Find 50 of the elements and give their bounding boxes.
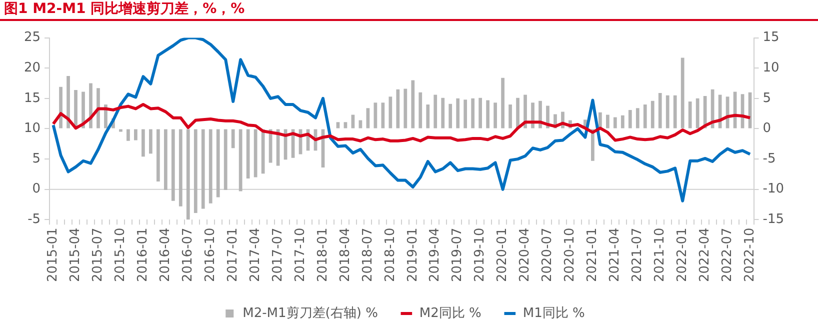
x-tick-label: 2018-01 <box>315 228 330 282</box>
x-tick-label: 2017-10 <box>292 228 308 282</box>
x-tick-label: 2019-01 <box>405 228 420 282</box>
x-tick-label: 2021-04 <box>608 228 623 282</box>
x-tick-label: 2020-04 <box>518 228 533 282</box>
x-tick-label: 2018-10 <box>382 228 398 282</box>
y2-tick-label: 15 <box>762 30 780 46</box>
legend-label: M2-M1剪刀差(右轴) % <box>242 306 378 321</box>
y-tick-label: 10 <box>24 121 41 136</box>
y2-tick-label: 5 <box>762 90 772 106</box>
x-tick-label: 2016-01 <box>136 228 151 282</box>
y-tick-label: 25 <box>24 30 41 46</box>
x-tick-label: 2022-10 <box>742 228 758 282</box>
x-tick-label: 2021-01 <box>585 228 600 282</box>
x-tick-label: 2022-04 <box>697 228 712 282</box>
y2-tick-label: -5 <box>762 151 776 166</box>
x-tick-label: 2015-07 <box>90 228 106 282</box>
x-tick-label: 2018-07 <box>360 228 376 282</box>
x-tick-label: 2015-04 <box>68 228 84 282</box>
y-tick-label: 15 <box>24 90 41 106</box>
y2-tick-label: 0 <box>762 121 772 136</box>
x-tick-label: 2015-01 <box>46 228 61 282</box>
y-tick-label: 20 <box>24 60 41 76</box>
y-tick-label: -5 <box>28 212 41 228</box>
x-tick-label: 2018-04 <box>338 228 353 282</box>
x-tick-label: 2020-07 <box>540 228 556 282</box>
x-tick-label: 2019-10 <box>472 228 488 282</box>
x-tick-label: 2021-07 <box>630 228 646 282</box>
x-tick-label: 2016-04 <box>158 228 174 282</box>
x-tick-label: 2017-07 <box>270 228 286 282</box>
x-tick-label: 2017-01 <box>225 228 240 282</box>
x-tick-label: 2016-07 <box>180 228 196 282</box>
x-tick-label: 2022-01 <box>674 228 690 282</box>
y-tick-label: 5 <box>32 151 41 166</box>
x-tick-label: 2016-10 <box>202 228 218 282</box>
x-tick-label: 2021-10 <box>652 228 668 282</box>
x-tick-label: 2019-04 <box>428 228 443 282</box>
y2-tick-label: -10 <box>762 182 784 197</box>
x-tick-label: 2015-10 <box>113 228 128 282</box>
x-tick-label: 2020-01 <box>495 228 510 282</box>
y2-tick-label: -15 <box>762 212 784 228</box>
legend-label: M1同比 % <box>522 306 585 321</box>
chart-title: 图1 M2-M1 同比增速剪刀差，%，% <box>4 0 245 18</box>
legend-label: M2同比 % <box>419 306 482 321</box>
y2-tick-label: 10 <box>762 60 780 76</box>
x-tick-label: 2019-07 <box>450 228 466 282</box>
x-tick-label: 2022-07 <box>720 228 735 282</box>
x-tick-label: 2020-10 <box>562 228 578 282</box>
x-tick-label: 2017-04 <box>248 228 263 282</box>
y-tick-label: 0 <box>32 182 41 197</box>
